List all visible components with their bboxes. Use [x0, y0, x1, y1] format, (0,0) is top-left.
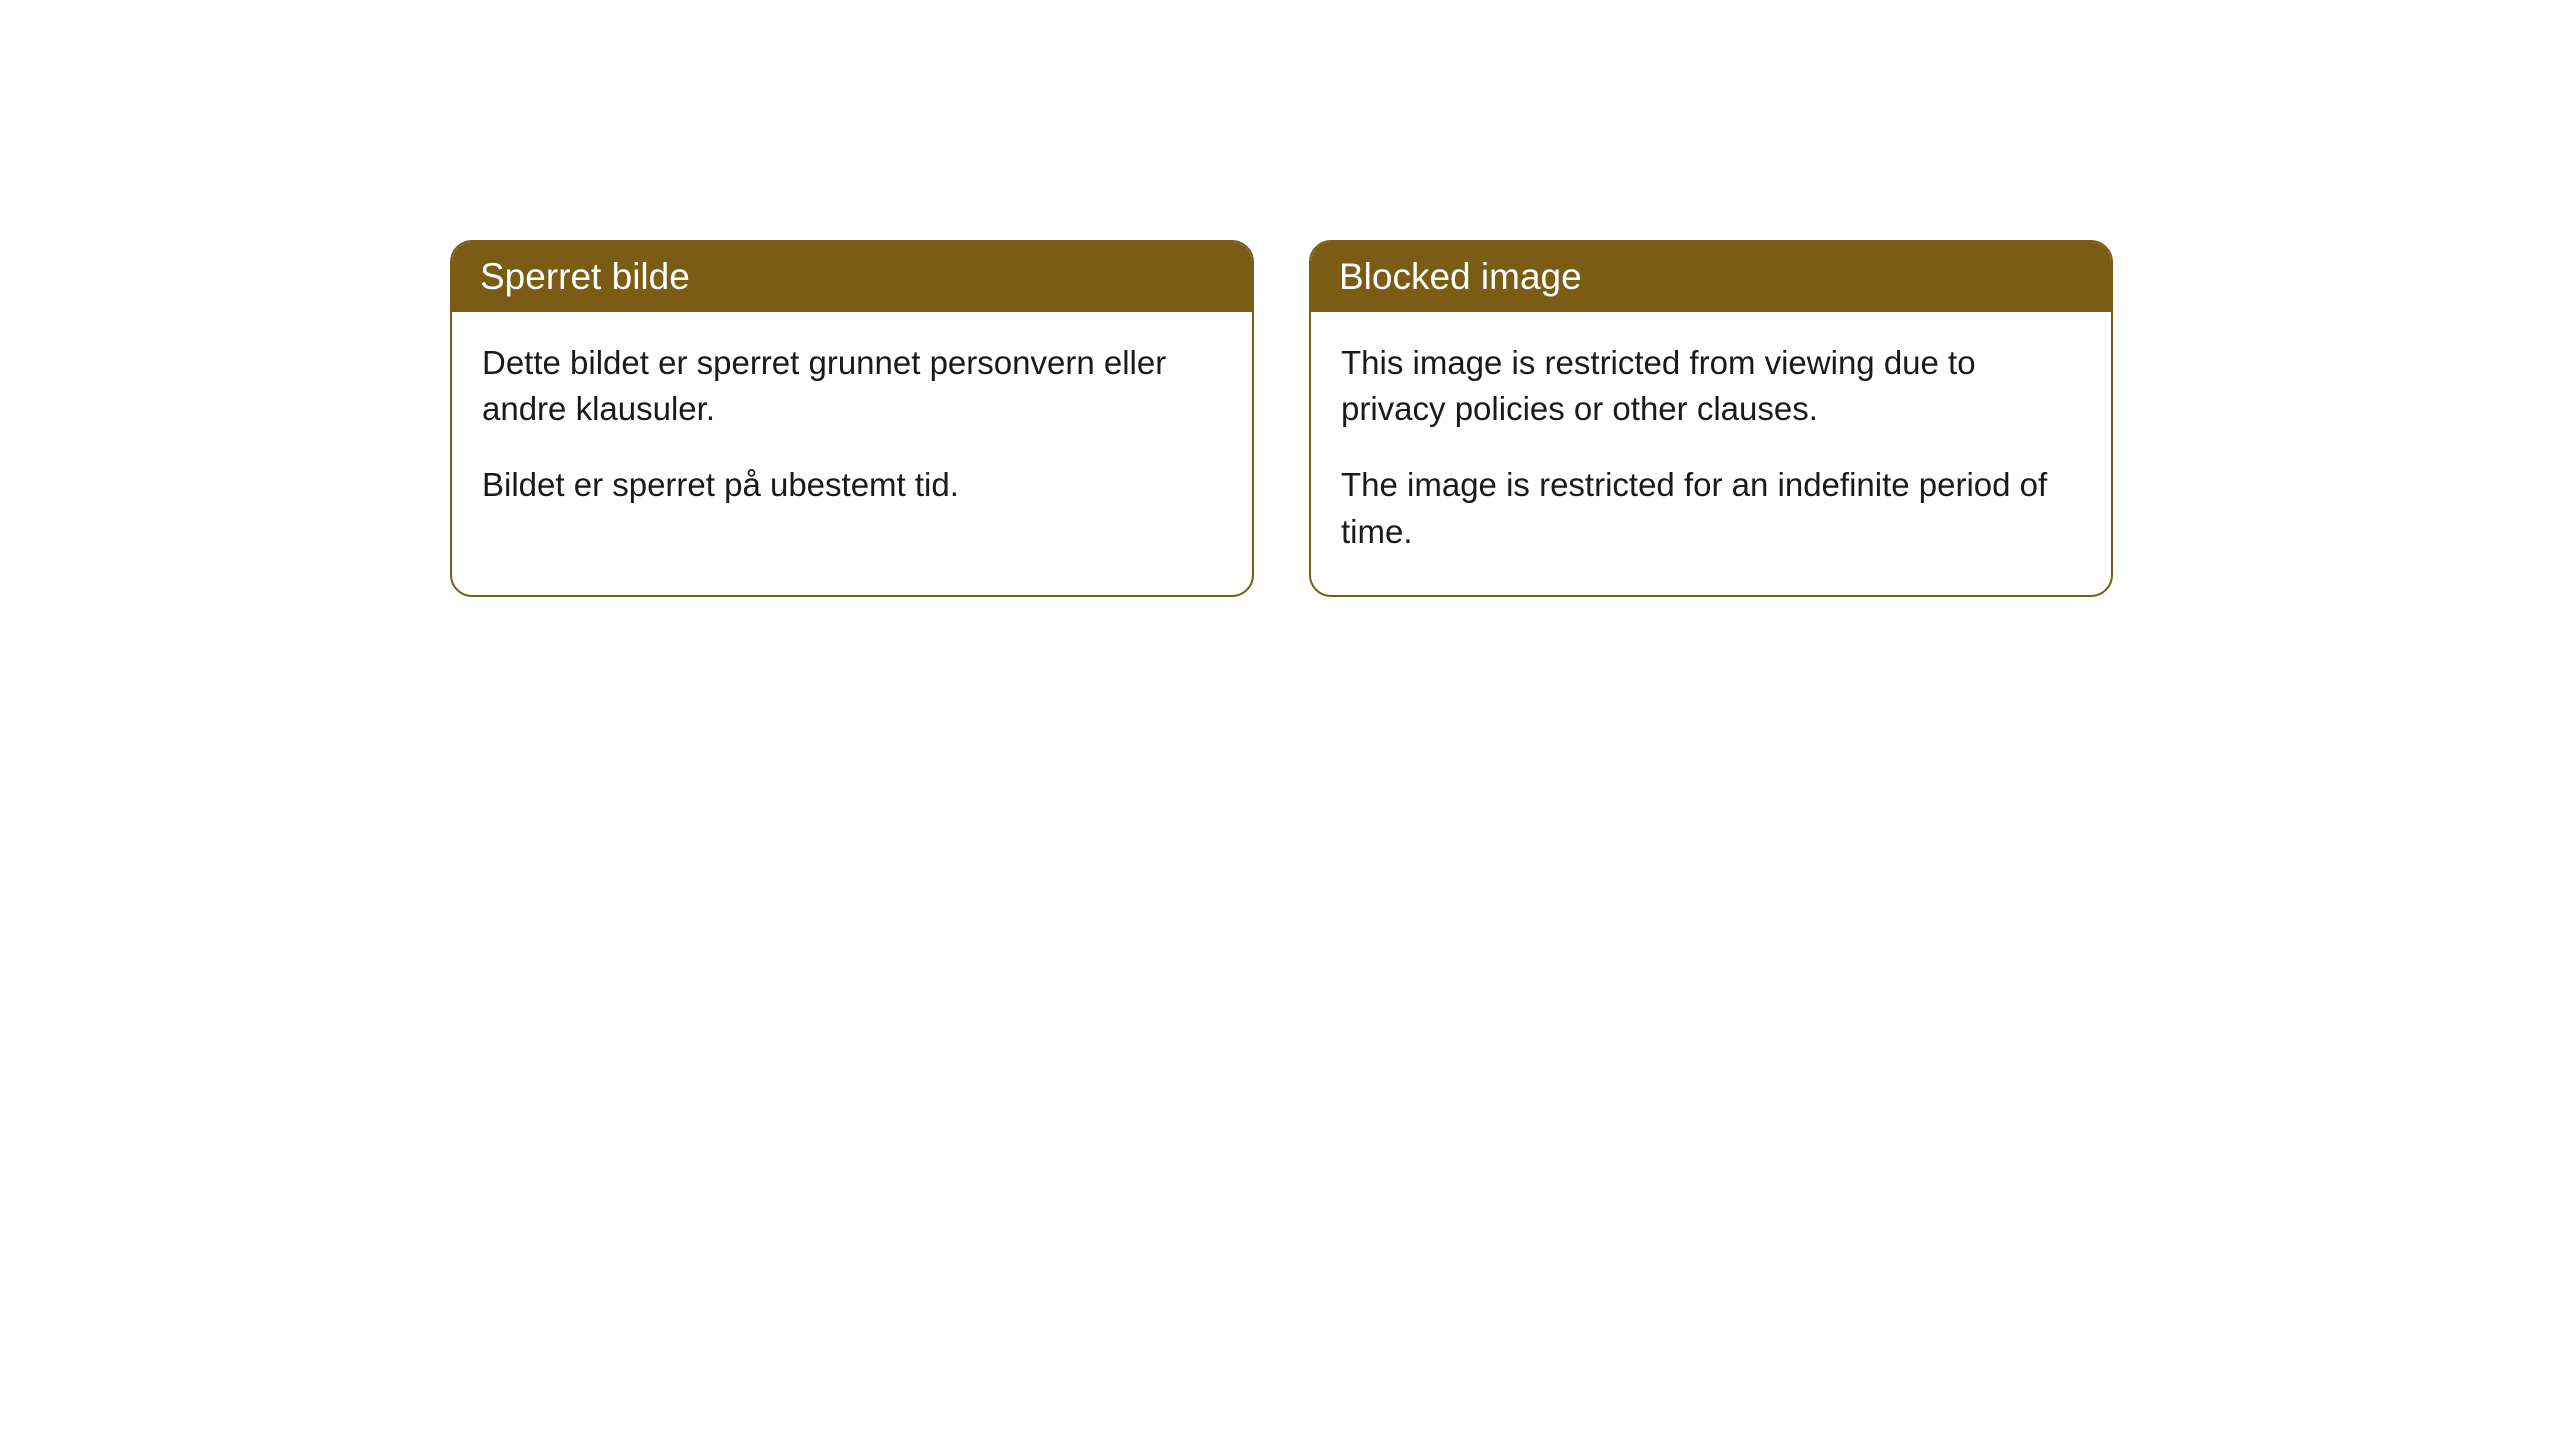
card-text-english-1: This image is restricted from viewing du… [1341, 340, 2081, 432]
card-header-norwegian: Sperret bilde [452, 242, 1252, 312]
card-text-norwegian-1: Dette bildet er sperret grunnet personve… [482, 340, 1222, 432]
cards-container: Sperret bilde Dette bildet er sperret gr… [450, 240, 2560, 597]
blocked-image-card-norwegian: Sperret bilde Dette bildet er sperret gr… [450, 240, 1254, 597]
card-text-norwegian-2: Bildet er sperret på ubestemt tid. [482, 462, 1222, 508]
card-body-english: This image is restricted from viewing du… [1311, 312, 2111, 595]
blocked-image-card-english: Blocked image This image is restricted f… [1309, 240, 2113, 597]
card-header-english: Blocked image [1311, 242, 2111, 312]
card-text-english-2: The image is restricted for an indefinit… [1341, 462, 2081, 554]
card-body-norwegian: Dette bildet er sperret grunnet personve… [452, 312, 1252, 549]
